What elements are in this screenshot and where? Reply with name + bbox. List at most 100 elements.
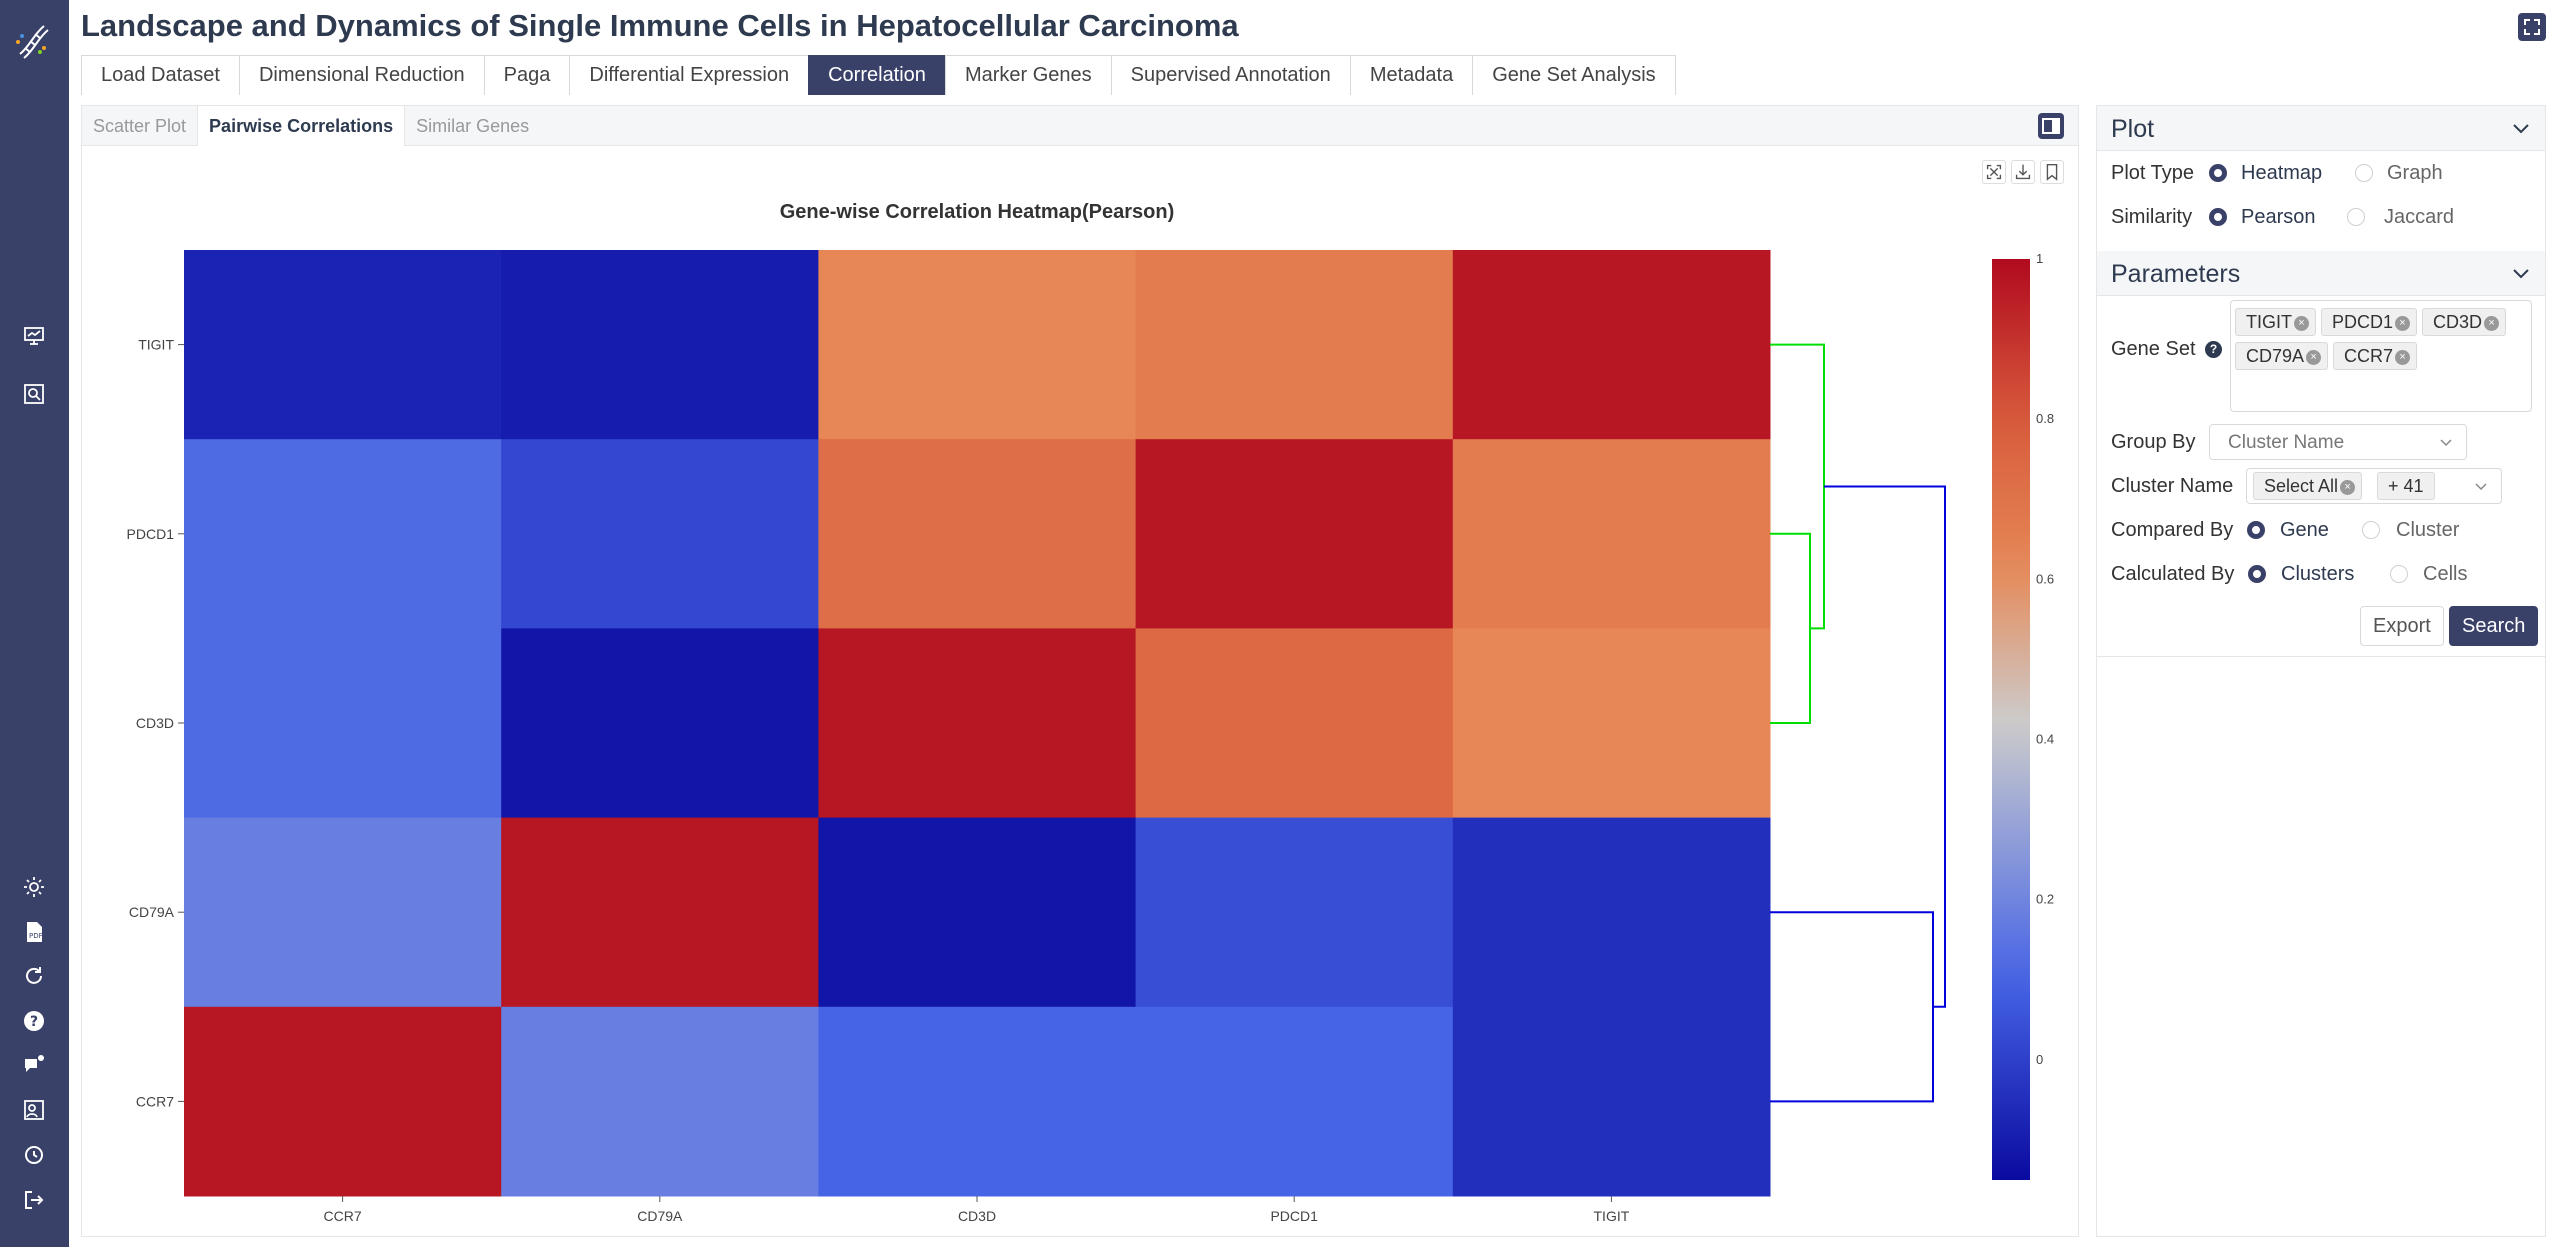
chevron-down-icon[interactable]: [2511, 263, 2531, 283]
dendrogram-branch: [1824, 485, 1946, 1008]
heatmap-cell: [501, 250, 819, 440]
export-button[interactable]: Export: [2360, 606, 2444, 646]
heatmap-cell: [1135, 439, 1454, 629]
cluster-name-select[interactable]: Select All × + 41: [2246, 468, 2502, 504]
chat-notification-icon[interactable]: [22, 1053, 46, 1077]
action-row: Export Search: [2097, 596, 2545, 656]
settings-panel: Plot Plot Type Heatmap Graph Similarity …: [2096, 105, 2546, 1237]
gene-tag-label: PDCD1: [2332, 312, 2394, 332]
refresh-icon[interactable]: [22, 964, 46, 988]
heatmap-cell: [184, 817, 502, 1008]
gene-tag[interactable]: CD79A ×: [2235, 342, 2329, 370]
plot-type-heatmap-option[interactable]: Heatmap: [2241, 162, 2323, 184]
gene-tag[interactable]: TIGIT ×: [2235, 308, 2316, 336]
colorbar-tick-label: 1: [2036, 251, 2043, 266]
logo-dna-icon[interactable]: [10, 18, 54, 62]
tab-dimensional-reduction[interactable]: Dimensional Reduction: [238, 55, 485, 95]
tab-paga[interactable]: Paga: [483, 55, 571, 95]
gene-tag[interactable]: CCR7 ×: [2333, 342, 2418, 370]
cluster-name-row: Cluster Name Select All × + 41: [2097, 464, 2545, 508]
plot-section-header[interactable]: Plot: [2097, 106, 2545, 151]
page-title: Landscape and Dynamics of Single Immune …: [81, 8, 1239, 43]
download-icon[interactable]: [2011, 160, 2035, 184]
compared-by-row: Compared By Gene Cluster: [2097, 508, 2545, 552]
search-button[interactable]: Search: [2449, 606, 2539, 646]
presentation-chart-icon[interactable]: [22, 324, 46, 348]
close-icon[interactable]: ×: [2340, 479, 2356, 495]
correlation-heatmap: Gene-wise Correlation Heatmap(Pearson) TI…: [127, 201, 2055, 1224]
heatmap-cell: [818, 439, 1137, 629]
x-tick-label: TIGIT: [1594, 1208, 1630, 1224]
similarity-jaccard-option[interactable]: Jaccard: [2384, 206, 2455, 228]
subtab-pairwise-correlations[interactable]: Pairwise Correlations: [197, 106, 406, 146]
heatmap-cell: [818, 250, 1137, 440]
similarity-pearson-radio[interactable]: [2209, 208, 2227, 226]
cluster-more-tag: + 41: [2377, 472, 2435, 500]
compared-by-cluster-option[interactable]: Cluster: [2396, 519, 2460, 541]
svg-text:?: ?: [30, 1014, 38, 1030]
close-icon[interactable]: ×: [2306, 349, 2322, 365]
calculated-by-cells-radio[interactable]: [2390, 565, 2408, 583]
compared-by-cluster-radio[interactable]: [2362, 521, 2380, 539]
tab-marker-genes[interactable]: Marker Genes: [944, 55, 1112, 95]
cluster-select-all-tag[interactable]: Select All ×: [2253, 472, 2363, 500]
user-chart-icon[interactable]: [22, 1098, 46, 1122]
tab-gene-set-analysis[interactable]: Gene Set Analysis: [1472, 55, 1676, 95]
similarity-label: Similarity: [2111, 206, 2193, 228]
calculated-by-row: Calculated By Clusters Cells: [2097, 552, 2545, 596]
history-icon[interactable]: [22, 1143, 46, 1167]
subtab-scatter-plot[interactable]: Scatter Plot: [93, 116, 187, 136]
calculated-by-clusters-option[interactable]: Clusters: [2281, 563, 2355, 585]
subtab-similar-genes[interactable]: Similar Genes: [416, 116, 530, 136]
tab-correlation[interactable]: Correlation: [808, 55, 946, 95]
parameters-section-title: Parameters: [2111, 260, 2241, 288]
heatmap-cell: [818, 817, 1137, 1008]
gene-set-input[interactable]: TIGIT × PDCD1 × CD3D ×CD79A × CCR7 ×: [2230, 300, 2532, 412]
svg-text:PDF: PDF: [29, 932, 43, 940]
tab-metadata[interactable]: Metadata: [1349, 55, 1474, 95]
compared-by-gene-option[interactable]: Gene: [2280, 519, 2329, 541]
main-tab-bar: Load Dataset Dimensional Reduction Paga Dif…: [81, 55, 1676, 95]
plot-type-heatmap-radio[interactable]: [2209, 164, 2227, 182]
similarity-jaccard-radio[interactable]: [2347, 208, 2365, 226]
help-icon[interactable]: ?: [2205, 341, 2222, 358]
logout-icon[interactable]: [22, 1188, 46, 1212]
close-icon[interactable]: ×: [2484, 315, 2500, 331]
calculated-by-clusters-radio[interactable]: [2248, 565, 2266, 583]
fullscreen-icon[interactable]: [2518, 13, 2546, 41]
tab-differential-expression[interactable]: Differential Expression: [569, 55, 810, 95]
gene-tag-label: CD3D: [2433, 312, 2483, 332]
bookmark-icon[interactable]: [2040, 160, 2064, 184]
heatmap-cell: [818, 628, 1137, 819]
group-by-value: Cluster Name: [2228, 432, 2345, 453]
heatmap-cell: [184, 439, 502, 629]
close-icon[interactable]: ×: [2294, 315, 2309, 331]
close-icon[interactable]: ×: [2395, 315, 2411, 331]
group-by-select[interactable]: Cluster Name: [2209, 424, 2467, 460]
heatmap-cell: [1135, 817, 1454, 1008]
sun-icon[interactable]: [22, 875, 46, 899]
close-icon[interactable]: ×: [2395, 349, 2411, 365]
similarity-pearson-option[interactable]: Pearson: [2241, 206, 2316, 228]
gene-tag[interactable]: PDCD1 ×: [2321, 308, 2418, 336]
gene-tag[interactable]: CD3D ×: [2422, 308, 2507, 336]
compared-by-gene-radio[interactable]: [2247, 521, 2265, 539]
group-by-row: Group By Cluster Name: [2097, 420, 2545, 464]
chevron-down-icon[interactable]: [2511, 118, 2531, 138]
calculated-by-cells-option[interactable]: Cells: [2423, 563, 2468, 585]
autoscale-icon[interactable]: [1982, 160, 2006, 184]
tab-load-dataset[interactable]: Load Dataset: [81, 55, 240, 95]
plot-type-graph-radio[interactable]: [2355, 164, 2373, 182]
panel-toggle-icon[interactable]: [2038, 113, 2064, 139]
pdf-file-icon[interactable]: PDF: [22, 920, 46, 944]
plot-type-graph-option[interactable]: Graph: [2387, 162, 2443, 184]
x-tick-label: CD3D: [958, 1208, 996, 1224]
parameters-section-header[interactable]: Parameters: [2097, 251, 2545, 296]
tab-supervised-annotation[interactable]: Supervised Annotation: [1110, 55, 1351, 95]
help-icon[interactable]: ?: [22, 1009, 46, 1033]
colorbar: [1992, 259, 2030, 1180]
y-tick-label: CD79A: [129, 904, 175, 920]
calculated-by-label: Calculated By: [2111, 563, 2235, 585]
search-report-icon[interactable]: [22, 382, 46, 406]
chart-title: Gene-wise Correlation Heatmap(Pearson): [780, 201, 1175, 223]
